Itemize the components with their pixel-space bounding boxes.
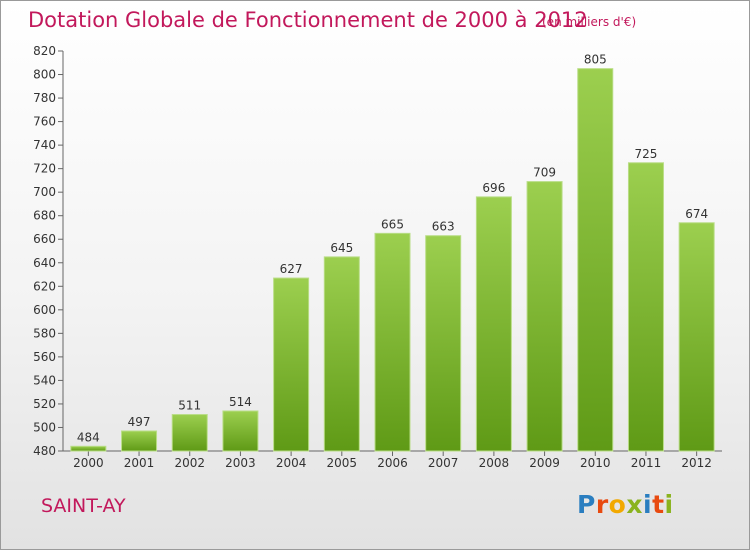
y-tick-label: 680 [33,209,56,223]
y-tick-label: 580 [33,326,56,340]
bar-2008 [475,196,512,452]
bar-2011 [627,162,664,452]
y-tick-label: 740 [33,138,56,152]
x-tick-label-2003: 2003 [225,456,256,470]
proxiti-logo: Proxiti [577,490,674,519]
bar-2006 [374,232,411,452]
y-tick-label: 520 [33,397,56,411]
logo-letter: P [577,490,596,519]
y-tick-label: 640 [33,256,56,270]
bar-2010 [577,68,614,452]
data-label-2005: 645 [330,241,353,255]
logo-letter: t [652,490,665,519]
data-label-2002: 511 [178,399,201,413]
x-tick-label-2011: 2011 [631,456,662,470]
data-label-2012: 674 [685,207,708,221]
x-tick-label-2006: 2006 [377,456,408,470]
logo-letter: i [643,490,653,519]
bar-2003 [222,410,259,452]
x-tick-label-2002: 2002 [174,456,205,470]
x-tick-label-2008: 2008 [479,456,510,470]
chart-unit: (en milliers d'€) [542,15,637,29]
y-tick-label: 780 [33,91,56,105]
x-tick-label-2010: 2010 [580,456,611,470]
y-tick-label: 760 [33,115,56,129]
y-tick-label: 800 [33,68,56,82]
data-labels: 484 497 511 514 627 645 665 663 696 709 805 725 674 [77,53,708,445]
x-tick-label-2001: 2001 [124,456,155,470]
x-tick-label-2005: 2005 [327,456,358,470]
bar-2004 [273,277,310,452]
y-axis: 480 500 520 540 560 580 600 620 640 660 680 700 720 7… [33,44,64,458]
data-label-2001: 497 [128,415,151,429]
bar-2007 [425,235,462,452]
bar-2001 [121,430,158,452]
bar-2000 [70,445,107,452]
y-tick-label: 620 [33,279,56,293]
data-label-2009: 709 [533,166,556,180]
bar-2009 [526,181,563,452]
bar-2012 [678,222,715,452]
x-tick-label-2007: 2007 [428,456,459,470]
logo-letter: o [608,490,627,519]
y-tick-label: 560 [33,350,56,364]
y-tick-label: 500 [33,420,56,434]
data-label-2007: 663 [432,220,455,234]
chart-title: Dotation Globale de Fonctionnement de 20… [28,8,588,32]
x-tick-label-2000: 2000 [73,456,104,470]
logo-letter: x [626,490,643,519]
y-tick-label: 700 [33,185,56,199]
x-axis: 2000 2001 2002 2003 2004 2005 2006 2007 2008 2009… [63,450,722,470]
y-tick-label: 600 [33,303,56,317]
y-tick-label: 820 [33,44,56,58]
x-tick-label-2012: 2012 [681,456,712,470]
logo-letter: r [595,490,609,519]
x-tick-label-2009: 2009 [529,456,560,470]
x-tick-label-2004: 2004 [276,456,307,470]
logo-letter: i [664,490,674,519]
bar-2005 [323,256,360,452]
data-label-2011: 725 [635,147,658,161]
data-label-2010: 805 [584,53,607,67]
y-tick-label: 480 [33,444,56,458]
data-label-2003: 514 [229,395,252,409]
y-tick-label: 540 [33,373,56,387]
y-tick-label: 660 [33,232,56,246]
bars [70,68,715,452]
data-label-2000: 484 [77,430,100,444]
bar-2002 [171,414,208,452]
data-label-2004: 627 [280,262,303,276]
data-label-2008: 696 [482,181,505,195]
data-label-2006: 665 [381,217,404,231]
commune-name: SAINT-AY [41,495,126,517]
y-tick-label: 720 [33,162,56,176]
